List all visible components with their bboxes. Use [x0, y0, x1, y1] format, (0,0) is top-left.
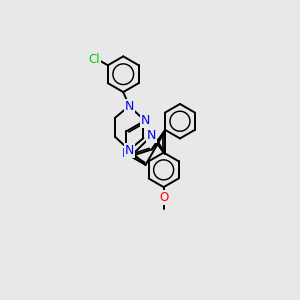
Text: N: N: [122, 147, 131, 160]
Text: N: N: [124, 100, 134, 112]
Text: N: N: [147, 129, 156, 142]
Text: Cl: Cl: [89, 53, 100, 66]
Text: N: N: [141, 114, 150, 127]
Text: O: O: [159, 191, 168, 204]
Text: N: N: [124, 143, 134, 157]
